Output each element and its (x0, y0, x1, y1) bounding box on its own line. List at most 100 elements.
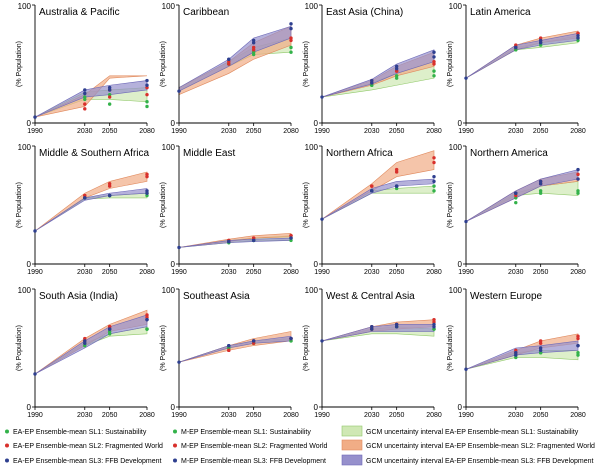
x-tick-label: 2080 (426, 412, 442, 419)
data-point-mep-sl3 (227, 343, 231, 348)
data-point-mep-sl2 (394, 167, 399, 172)
data-point-mep-sl1 (538, 43, 543, 47)
data-point-mep-sl2 (432, 156, 436, 160)
legend-label: EA-EP Ensemble-mean SL1: Sustainability (13, 429, 147, 436)
y-tick-label: 100 (449, 286, 463, 295)
data-point-mep-sl2 (83, 102, 87, 106)
legend-label: M-EP Ensemble-mean SL1: Sustainability (181, 429, 311, 436)
data-point-mep-sl3 (538, 179, 543, 184)
data-point-ea-sl2 (432, 160, 436, 165)
y-tick-label: 0 (458, 403, 463, 412)
data-point-mep-sl2 (514, 348, 518, 353)
y-axis-label: (% Population) (16, 182, 23, 228)
data-point-ea-sl2 (83, 107, 87, 111)
data-point-ea-sl3 (83, 91, 87, 96)
x-tick-label: 1990 (171, 128, 187, 135)
x-tick-label: 2080 (426, 269, 442, 276)
data-point-ea-sl1 (145, 100, 149, 104)
y-tick-label: 100 (305, 2, 319, 11)
data-point-ea-sl2 (514, 193, 518, 198)
data-point-ea-sl1 (394, 186, 399, 191)
data-point-start (177, 360, 181, 364)
x-tick-label: 2080 (283, 128, 299, 135)
data-point-mep-sl3 (538, 41, 543, 45)
y-axis-label: (% Population) (303, 325, 310, 371)
data-point-mep-sl1 (227, 346, 231, 350)
panel-title: Latin America (470, 7, 531, 18)
data-point-mep-sl2 (107, 95, 112, 99)
y-tick-label: 100 (449, 2, 463, 11)
legend-label: GCM uncertainty interval EA-EP Ensemble-… (366, 429, 579, 436)
y-tick-label: 100 (449, 143, 463, 152)
legend: EA-EP Ensemble-mean SL1: Sustainability M… (5, 425, 595, 466)
y-tick-label: 0 (314, 403, 319, 412)
data-point-mep-sl3 (289, 336, 293, 341)
data-point-ea-sl3 (289, 26, 293, 31)
panel-title: Caribbean (183, 7, 229, 18)
data-point-ea-sl2 (251, 341, 256, 345)
uncertainty-band-band3 (178, 25, 292, 92)
data-point-start (320, 339, 324, 343)
data-point-mep-sl1 (538, 189, 543, 193)
data-point-ea-sl2 (145, 85, 149, 90)
data-point-ea-sl1 (289, 238, 293, 243)
data-point-mep-sl2 (145, 172, 149, 177)
y-tick-label: 0 (458, 119, 463, 128)
x-tick-label: 2050 (533, 128, 549, 135)
x-tick-label: 1990 (314, 412, 330, 419)
data-point-ea-sl2 (251, 45, 256, 50)
y-tick-label: 0 (171, 403, 176, 412)
uncertainty-band-band3 (34, 314, 148, 375)
panel-title: South Asia (India) (39, 291, 118, 302)
data-point-mep-sl3 (394, 67, 399, 71)
data-point-ea-sl2 (394, 170, 399, 174)
data-point-ea-sl2 (227, 59, 231, 64)
data-point-mep-sl2 (370, 184, 374, 188)
data-point-mep-sl2 (145, 92, 149, 97)
x-tick-label: 2050 (389, 128, 405, 135)
x-tick-label: 2030 (77, 412, 93, 419)
data-point-mep-sl3 (432, 55, 436, 59)
legend-label: EA-EP Ensemble-mean SL2: Fragmented Worl… (13, 443, 163, 450)
data-point-ea-sl1 (538, 191, 543, 195)
data-point-mep-sl3 (576, 167, 580, 172)
data-point-mep-sl2 (251, 236, 256, 240)
x-tick-label: 2050 (246, 269, 262, 276)
data-point-mep-sl3 (538, 348, 543, 353)
uncertainty-band-band1 (34, 326, 148, 375)
data-point-ea-sl3 (538, 346, 543, 350)
data-point-mep-sl3 (251, 339, 256, 343)
data-point-mep-sl3 (370, 81, 374, 85)
data-point-start (33, 372, 37, 376)
x-tick-label: 2030 (77, 269, 93, 276)
data-point-mep-sl3 (251, 41, 256, 45)
data-point-ea-sl3 (432, 179, 436, 184)
x-tick-label: 2080 (570, 128, 586, 135)
data-point-mep-sl1 (145, 104, 149, 109)
legend-label: EA-EP Ensemble-mean SL3: FFB Development (13, 458, 162, 465)
legend-label: M-EP Ensemble-mean SL2: Fragmented World (181, 443, 328, 450)
y-tick-label: 100 (162, 2, 176, 11)
data-point-ea-sl1 (576, 189, 580, 193)
data-point-ea-sl3 (576, 33, 580, 38)
x-tick-label: 1990 (458, 412, 474, 419)
x-tick-label: 2050 (102, 128, 118, 135)
y-tick-label: 0 (171, 260, 176, 269)
data-point-mep-sl2 (432, 62, 436, 66)
data-point-mep-sl3 (370, 325, 374, 329)
data-point-mep-sl3 (83, 341, 87, 345)
data-point-mep-sl1 (394, 76, 399, 80)
x-tick-label: 2030 (77, 128, 93, 135)
data-point-mep-sl3 (432, 325, 436, 329)
x-tick-label: 1990 (171, 412, 187, 419)
uncertainty-band-band3 (465, 169, 579, 222)
data-point-ea-sl2 (538, 341, 543, 345)
data-point-ea-sl3 (107, 85, 112, 90)
y-axis-label: (% Population) (303, 182, 310, 228)
data-point-mep-sl2 (432, 320, 436, 324)
uncertainty-band-band3 (465, 32, 579, 79)
